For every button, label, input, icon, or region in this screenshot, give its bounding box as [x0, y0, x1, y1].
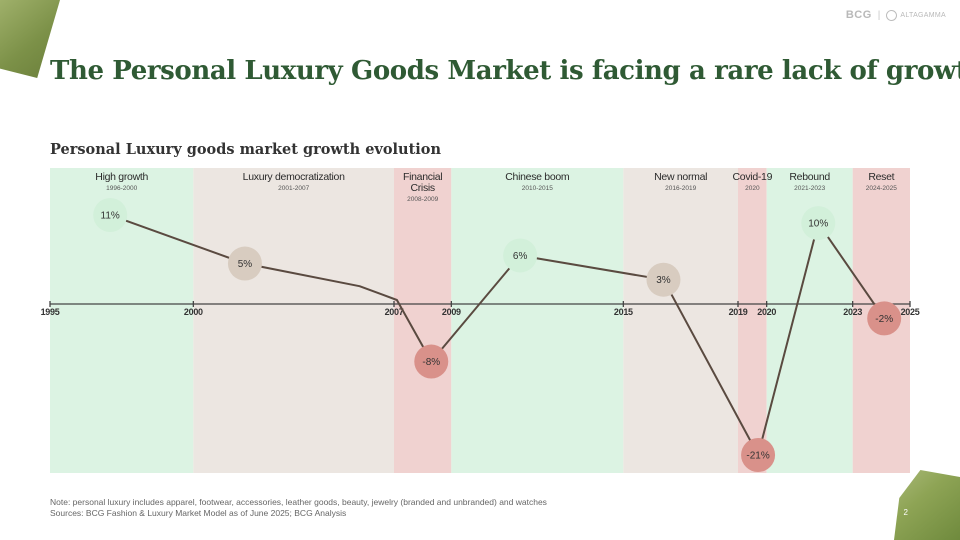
data-point-2: 5%	[227, 246, 262, 281]
data-point-label-2: 5%	[238, 259, 253, 270]
phase-years-chinese-boom: 2010-2015	[522, 185, 553, 192]
x-tick-label-2015: 2015	[614, 307, 633, 317]
page-title: The Personal Luxury Goods Market is faci…	[50, 56, 960, 86]
data-point-label-4: 6%	[513, 251, 528, 262]
altagamma-logo: ALTAGAMMA	[886, 9, 946, 21]
phase-name-new-normal: New normal	[654, 171, 707, 183]
footnote: Note: personal luxury includes apparel, …	[50, 497, 547, 518]
page-number: 2	[903, 508, 908, 517]
chart-title: Personal Luxury goods market growth evol…	[50, 141, 441, 158]
data-point-marker-8	[867, 301, 902, 336]
phase-years-covid-19: 2020	[745, 185, 760, 192]
data-point-6: -21%	[741, 438, 776, 472]
brand-separator: |	[877, 9, 881, 21]
phase-name-high-growth: High growth	[95, 171, 148, 183]
phase-years-luxury-democratization: 2001-2007	[278, 185, 309, 192]
phase-band-covid-19	[738, 168, 767, 473]
data-point-5: 3%	[646, 262, 681, 297]
phase-band-chinese-boom	[451, 168, 624, 473]
data-point-marker-3	[414, 344, 449, 379]
phase-name-covid-19: Covid-19	[733, 171, 773, 183]
phase-name-luxury-democratization: Luxury democratization	[243, 171, 345, 183]
data-point-marker-1	[93, 198, 128, 232]
phase-name-chinese-boom: Chinese boom	[505, 171, 570, 183]
data-point-marker-5	[646, 262, 681, 297]
altagamma-ring-icon	[886, 9, 898, 21]
phase-name-rebound: Rebound	[789, 171, 830, 183]
x-tick-label-2023: 2023	[843, 307, 862, 317]
data-point-7: 10%	[801, 206, 836, 241]
x-tick-label-1995: 1995	[41, 307, 60, 317]
data-point-label-3: -8%	[422, 357, 440, 368]
data-point-label-6: -21%	[746, 451, 769, 462]
data-point-1: 11%	[93, 198, 128, 232]
x-tick-label-2007: 2007	[385, 307, 404, 317]
data-point-marker-2	[227, 246, 262, 281]
phase-band-financial-crisis	[394, 168, 452, 473]
data-point-4: 6%	[503, 238, 538, 273]
phase-years-new-normal: 2016-2019	[665, 185, 696, 192]
data-point-label-5: 3%	[656, 275, 671, 286]
phase-name-financial-crisis-2: Crisis	[410, 182, 434, 194]
phase-labels: High growth 1996-2000 Luxury democratizati…	[95, 171, 897, 203]
growth-line	[109, 214, 886, 456]
x-tick-label-2020: 2020	[757, 307, 776, 317]
data-point-marker-7	[801, 206, 836, 241]
data-point-label-8: -2%	[875, 314, 893, 325]
phase-bands	[50, 168, 910, 473]
data-point-marker-6	[741, 438, 776, 472]
phase-years-reset: 2024-2025	[866, 185, 897, 192]
phase-band-luxury-democratization	[193, 168, 394, 473]
growth-line-path	[109, 214, 886, 456]
data-point-label-7: 10%	[808, 219, 828, 230]
x-tick-label-2009: 2009	[442, 307, 461, 317]
phase-name-reset: Reset	[868, 171, 894, 183]
data-point-label-1: 11%	[101, 211, 120, 222]
phase-years-rebound: 2021-2023	[794, 185, 825, 192]
footnote-note: Note: personal luxury includes apparel, …	[50, 497, 547, 507]
phase-name-financial-crisis-1: Financial	[403, 171, 442, 183]
bcg-logo: BCG	[845, 9, 872, 21]
x-tick-label-2019: 2019	[729, 307, 748, 317]
phase-years-financial-crisis: 2008-2009	[407, 196, 438, 203]
data-point-marker-4	[503, 238, 538, 273]
x-tick-label-2025: 2025	[901, 307, 920, 317]
data-point-8: -2%	[867, 301, 902, 336]
phase-band-new-normal	[623, 168, 738, 473]
data-points: 11% 5% -8% 6% 3% -21% 10% -2%	[93, 198, 902, 472]
data-point-3: -8%	[414, 344, 449, 379]
footnote-sources: Sources: BCG Fashion & Luxury Market Mod…	[50, 507, 347, 518]
phase-years-high-growth: 1996-2000	[106, 185, 137, 192]
brand-logos: BCG | ALTAGAMMA	[846, 9, 946, 21]
x-tick-label-2000: 2000	[184, 307, 203, 317]
altagamma-wordmark: ALTAGAMMA	[900, 11, 946, 19]
